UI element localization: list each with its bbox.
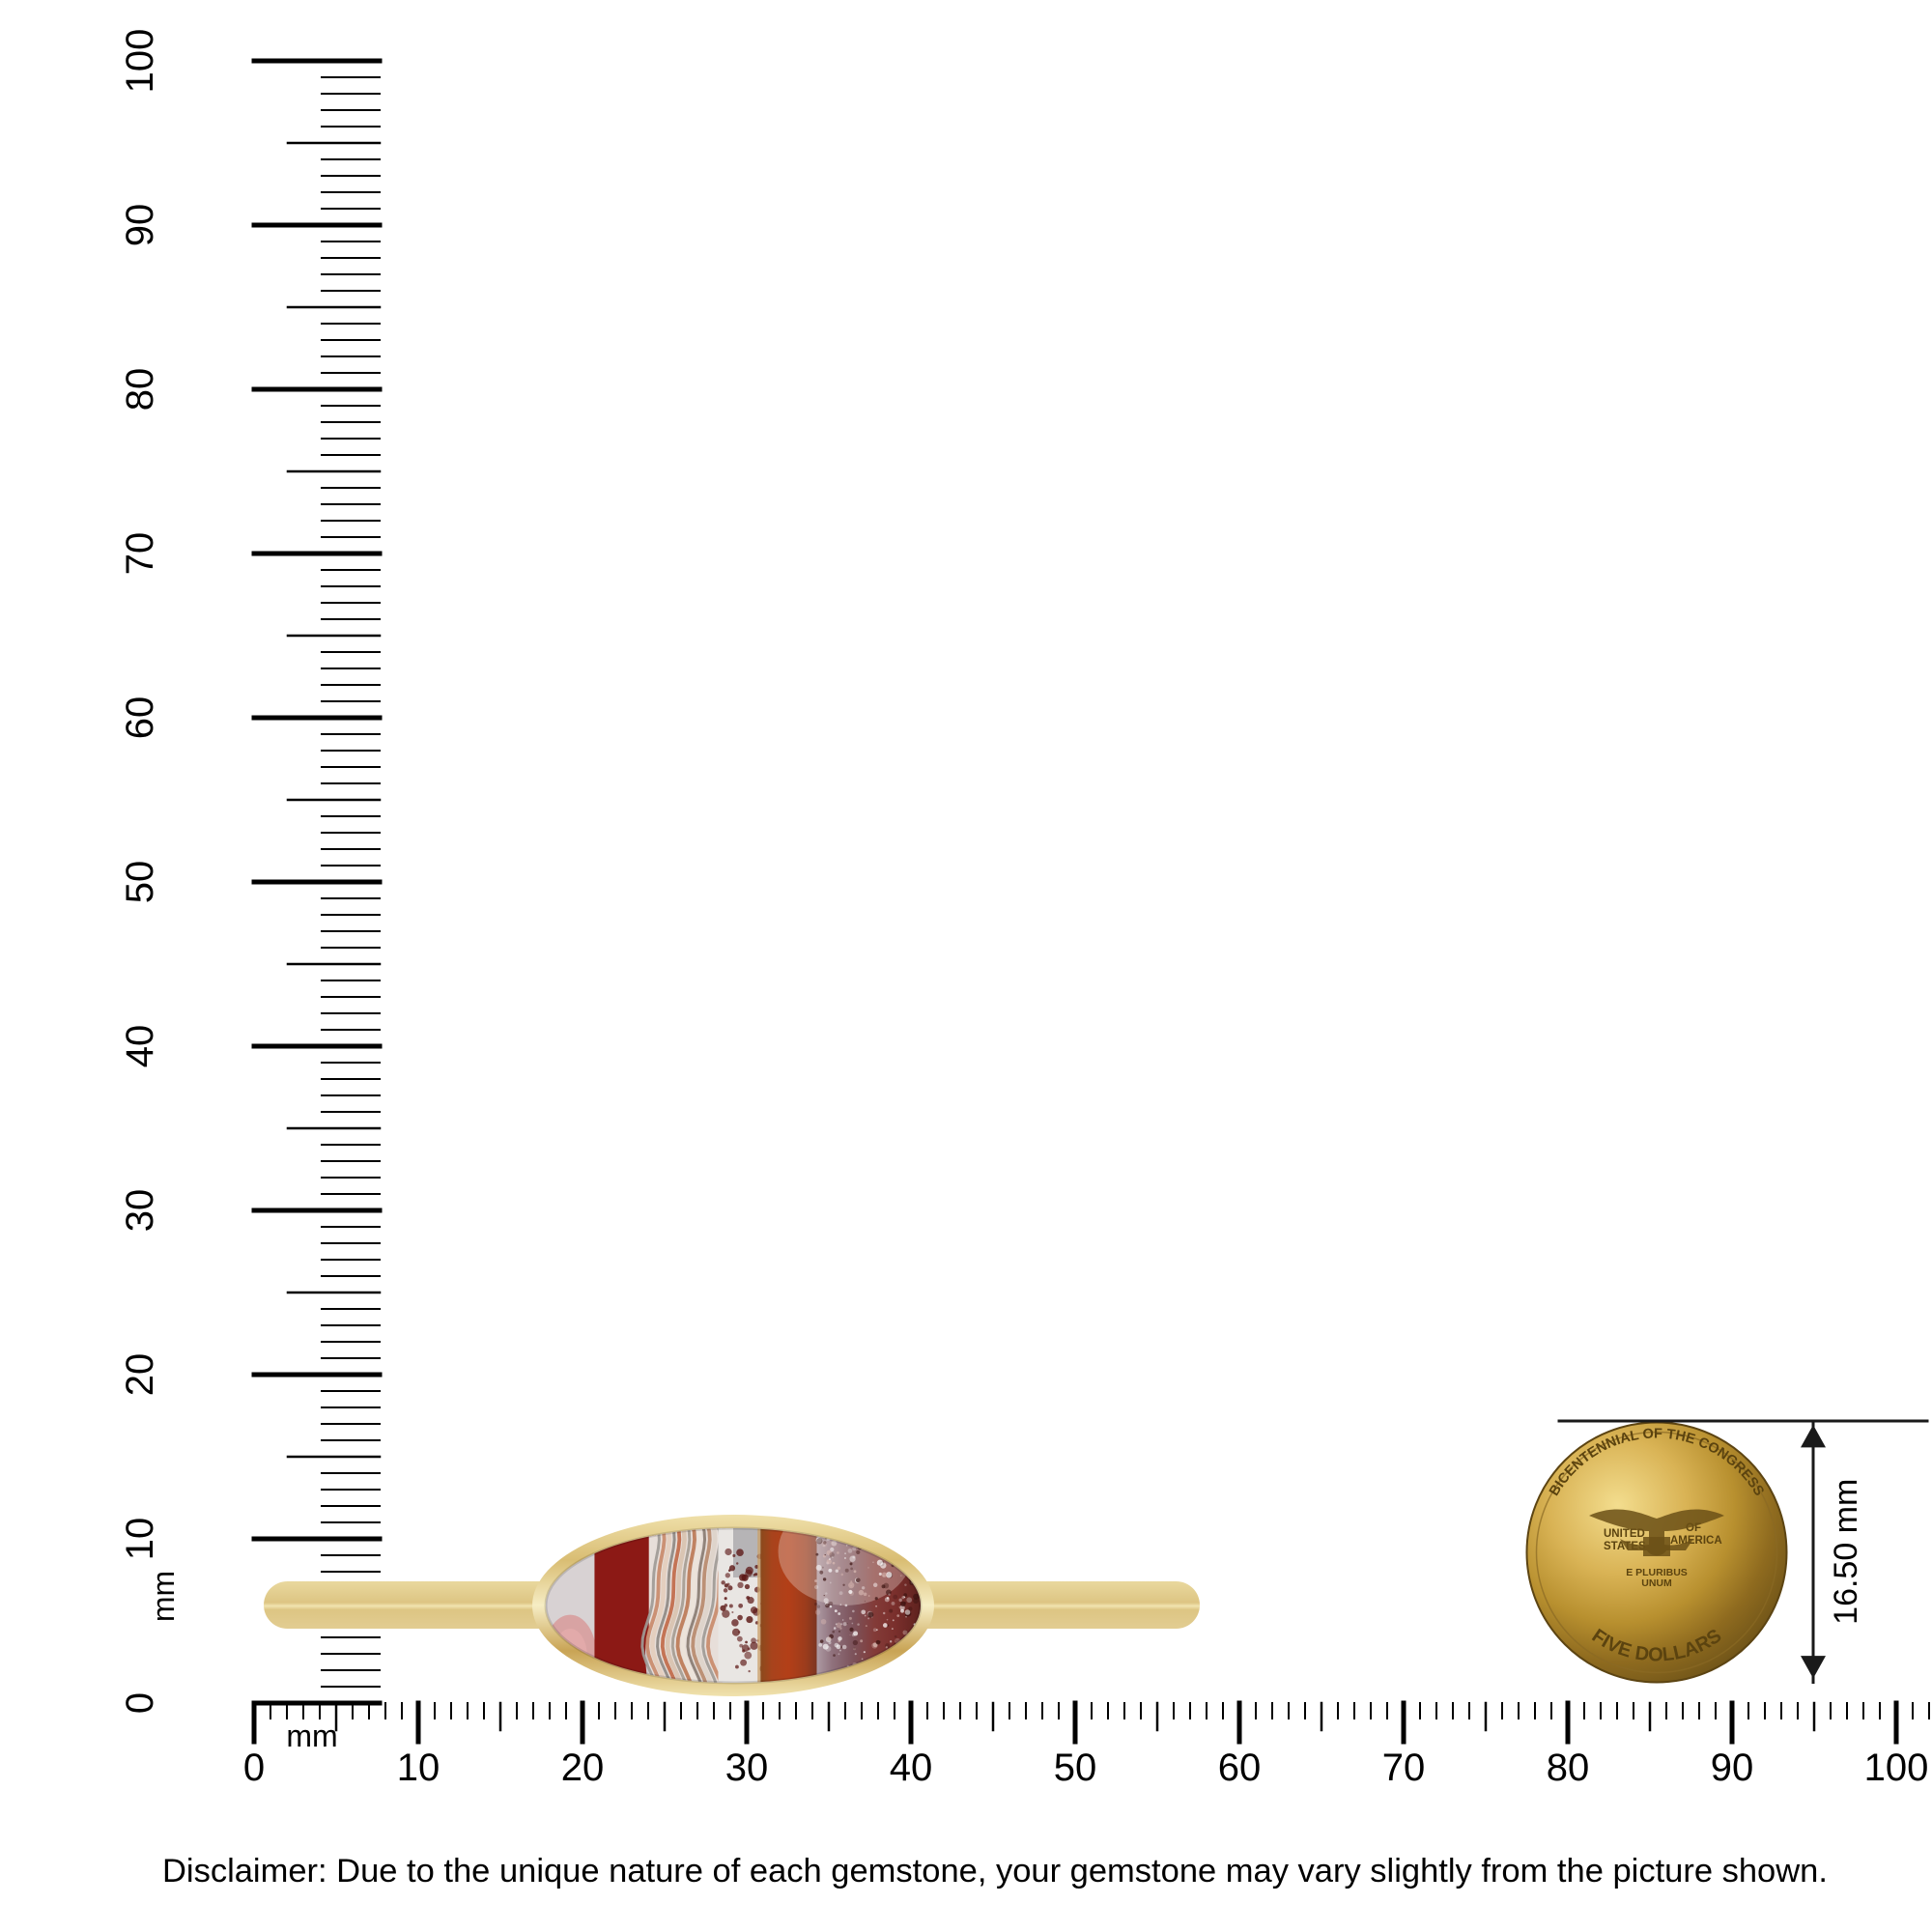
svg-text:16.50 mm: 16.50 mm [1828,1479,1864,1625]
svg-text:UNUM: UNUM [1641,1577,1672,1589]
